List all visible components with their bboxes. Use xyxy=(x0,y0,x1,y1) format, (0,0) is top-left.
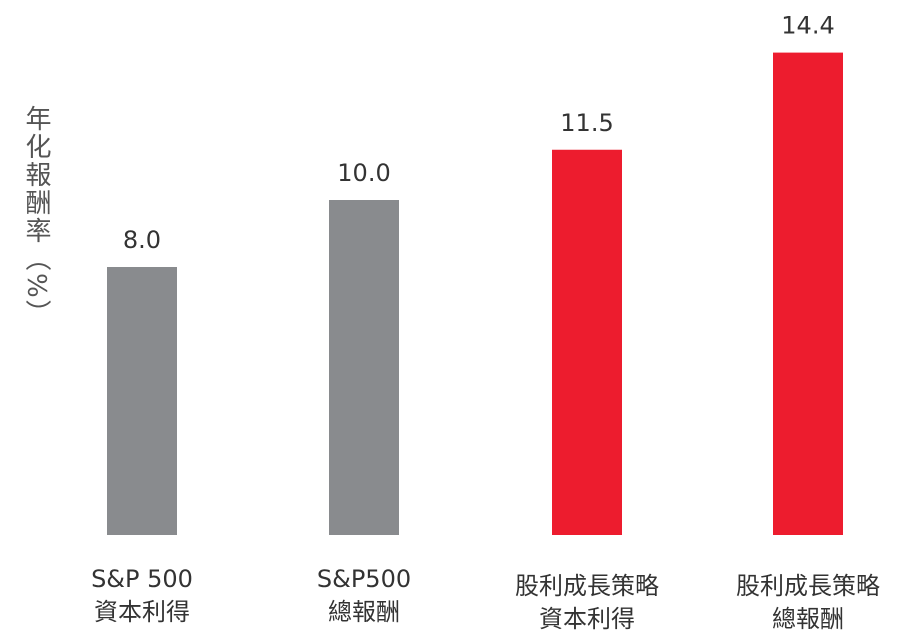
bar xyxy=(552,149,622,535)
x-tick-label: 資本利得 xyxy=(94,598,190,626)
x-tick-label: 總報酬 xyxy=(772,605,844,633)
value-label: 11.5 xyxy=(560,109,613,137)
bar xyxy=(329,200,399,535)
x-tick-label: S&P500 xyxy=(317,565,411,593)
bar xyxy=(107,267,177,535)
x-tick-label: 股利成長策略 xyxy=(515,572,659,600)
value-label: 14.4 xyxy=(781,12,834,40)
value-label: 8.0 xyxy=(123,226,161,254)
value-label: 10.0 xyxy=(337,159,390,187)
x-tick-label: 總報酬 xyxy=(328,598,400,626)
bar xyxy=(773,52,843,535)
x-tick-label: S&P 500 xyxy=(91,565,193,593)
x-tick-label: 股利成長策略 xyxy=(736,572,880,600)
y-axis-label: 年化報酬率（%） xyxy=(21,105,51,328)
x-tick-label: 資本利得 xyxy=(539,605,635,633)
